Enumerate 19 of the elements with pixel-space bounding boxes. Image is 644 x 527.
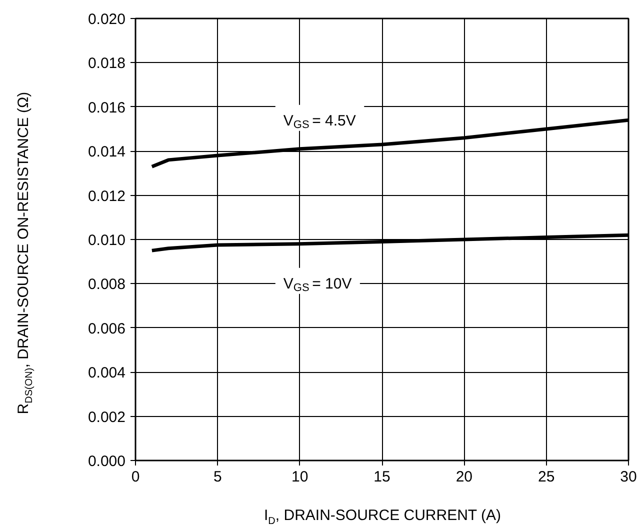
- x-tick-label: 15: [374, 468, 390, 486]
- x-tick-label: 0: [131, 468, 140, 486]
- x-axis-title: I$_{D}$, DRAIN-SOURCE CURRENT (A): [263, 506, 502, 527]
- y-tick-label: 0.018: [88, 55, 126, 72]
- y-tick-label: 0.016: [88, 99, 126, 116]
- y-tick-label: 0.010: [88, 232, 126, 249]
- y-tick-label: 0.000: [88, 453, 126, 470]
- y-tick-label: 0.006: [88, 320, 126, 338]
- x-tick-label: 25: [538, 468, 555, 486]
- y-tick-label: 0.002: [88, 408, 126, 426]
- y-tick-label: 0.004: [88, 364, 126, 382]
- x-tick-label: 10: [291, 468, 308, 486]
- x-tick-label: 30: [620, 468, 637, 486]
- x-tick-label: 20: [456, 468, 473, 486]
- x-tick-label: 5: [213, 468, 222, 486]
- y-tick-label: 0.012: [88, 188, 126, 205]
- y-tick-label: 0.020: [88, 11, 126, 28]
- y-tick-label: 0.008: [88, 276, 126, 294]
- y-tick-label: 0.014: [88, 144, 126, 161]
